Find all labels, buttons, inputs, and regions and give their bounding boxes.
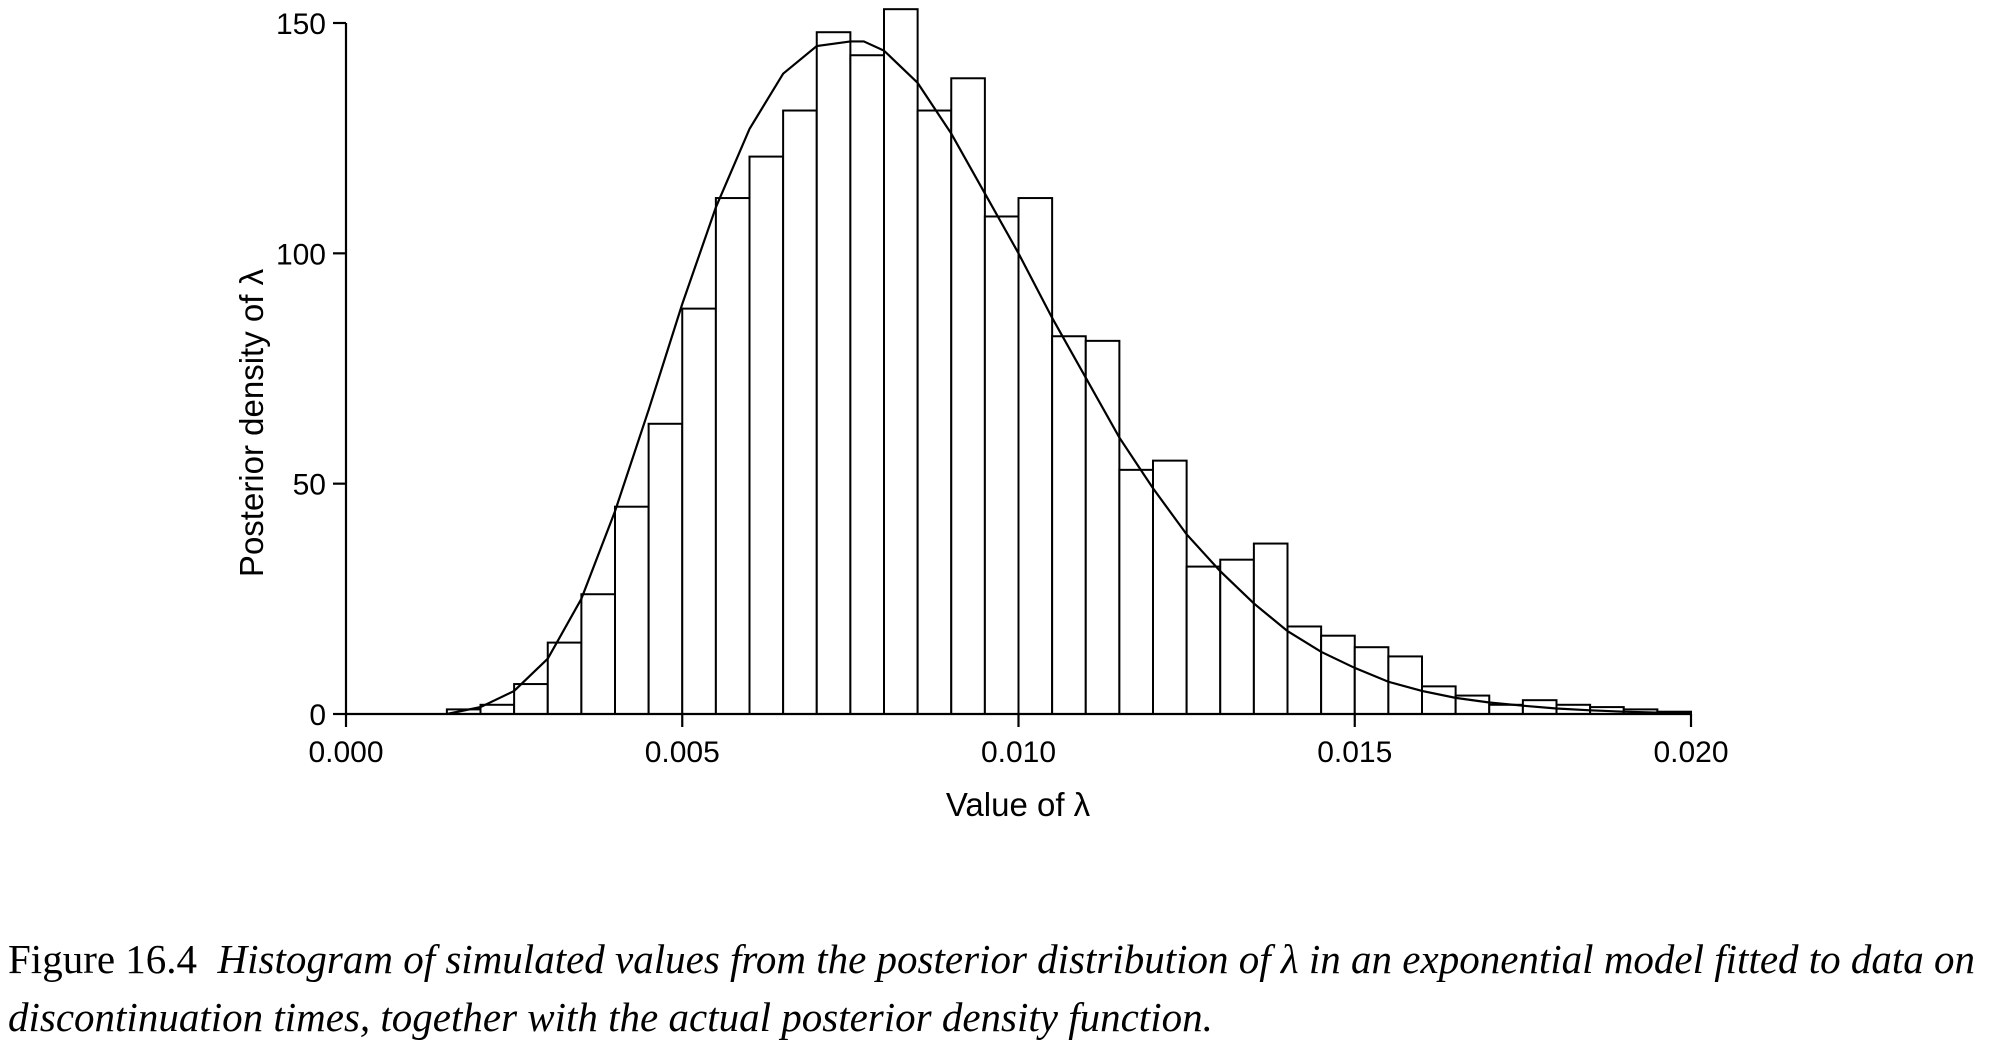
histogram-bars bbox=[445, 8, 1692, 716]
histogram-bar bbox=[479, 703, 516, 716]
histogram-bar bbox=[782, 109, 818, 715]
histogram-bar bbox=[1084, 339, 1121, 715]
histogram-bar bbox=[1320, 634, 1356, 715]
histogram-bar bbox=[950, 77, 986, 715]
histogram-bar bbox=[647, 422, 684, 715]
y-tick-label: 150 bbox=[276, 8, 326, 41]
histogram-bar bbox=[1185, 565, 1222, 715]
histogram-bar bbox=[1286, 625, 1323, 715]
histogram-bar bbox=[714, 197, 751, 715]
histogram-bar bbox=[983, 215, 1020, 715]
posterior-density-curve bbox=[446, 40, 1692, 716]
histogram-bar bbox=[1252, 542, 1289, 716]
histogram-bar bbox=[849, 54, 885, 716]
histogram-bar bbox=[883, 8, 919, 716]
figure-caption: Figure 16.4 Histogram of simulated value… bbox=[8, 930, 1983, 1046]
x-tick-label: 0.005 bbox=[645, 736, 720, 769]
y-tick-label: 100 bbox=[276, 238, 326, 271]
y-axis-label: Posterior density of λ bbox=[233, 268, 270, 577]
x-tick-label: 0.015 bbox=[1317, 736, 1392, 769]
histogram-bar bbox=[1118, 468, 1154, 716]
histogram-bar bbox=[1387, 655, 1423, 716]
histogram-bar bbox=[614, 505, 650, 716]
x-axis-label: Value of λ bbox=[946, 786, 1091, 823]
histogram-bar bbox=[580, 593, 616, 716]
x-tick-label: 0.020 bbox=[1653, 736, 1728, 769]
x-axis-ticks: 0.000 0.005 0.010 0.015 0.020 bbox=[308, 714, 1729, 769]
caption-text: Histogram of simulated values from the p… bbox=[8, 936, 1976, 1040]
histogram-chart: 0.000 0.005 0.010 0.015 0.020 0 50 100 150 Valu… bbox=[233, 8, 1729, 823]
histogram-bar bbox=[815, 31, 852, 716]
histogram-bar bbox=[1152, 459, 1188, 715]
histogram-bar bbox=[916, 109, 953, 715]
y-tick-label: 50 bbox=[293, 469, 326, 502]
histogram-bar bbox=[1051, 335, 1087, 715]
histogram-bar bbox=[748, 155, 785, 716]
histogram-bar bbox=[1219, 558, 1255, 716]
x-tick-label: 0.010 bbox=[981, 736, 1056, 769]
histogram-bar bbox=[513, 683, 549, 715]
y-axis-ticks: 0 50 100 150 bbox=[276, 8, 346, 732]
histogram-bar bbox=[1017, 197, 1054, 715]
histogram-bar bbox=[1421, 685, 1457, 715]
figure-number: Figure 16.4 bbox=[8, 936, 198, 982]
histogram-bar bbox=[546, 641, 583, 716]
x-tick-label: 0.000 bbox=[308, 736, 383, 769]
histogram-bar bbox=[681, 307, 717, 715]
y-tick-label: 0 bbox=[309, 699, 326, 732]
